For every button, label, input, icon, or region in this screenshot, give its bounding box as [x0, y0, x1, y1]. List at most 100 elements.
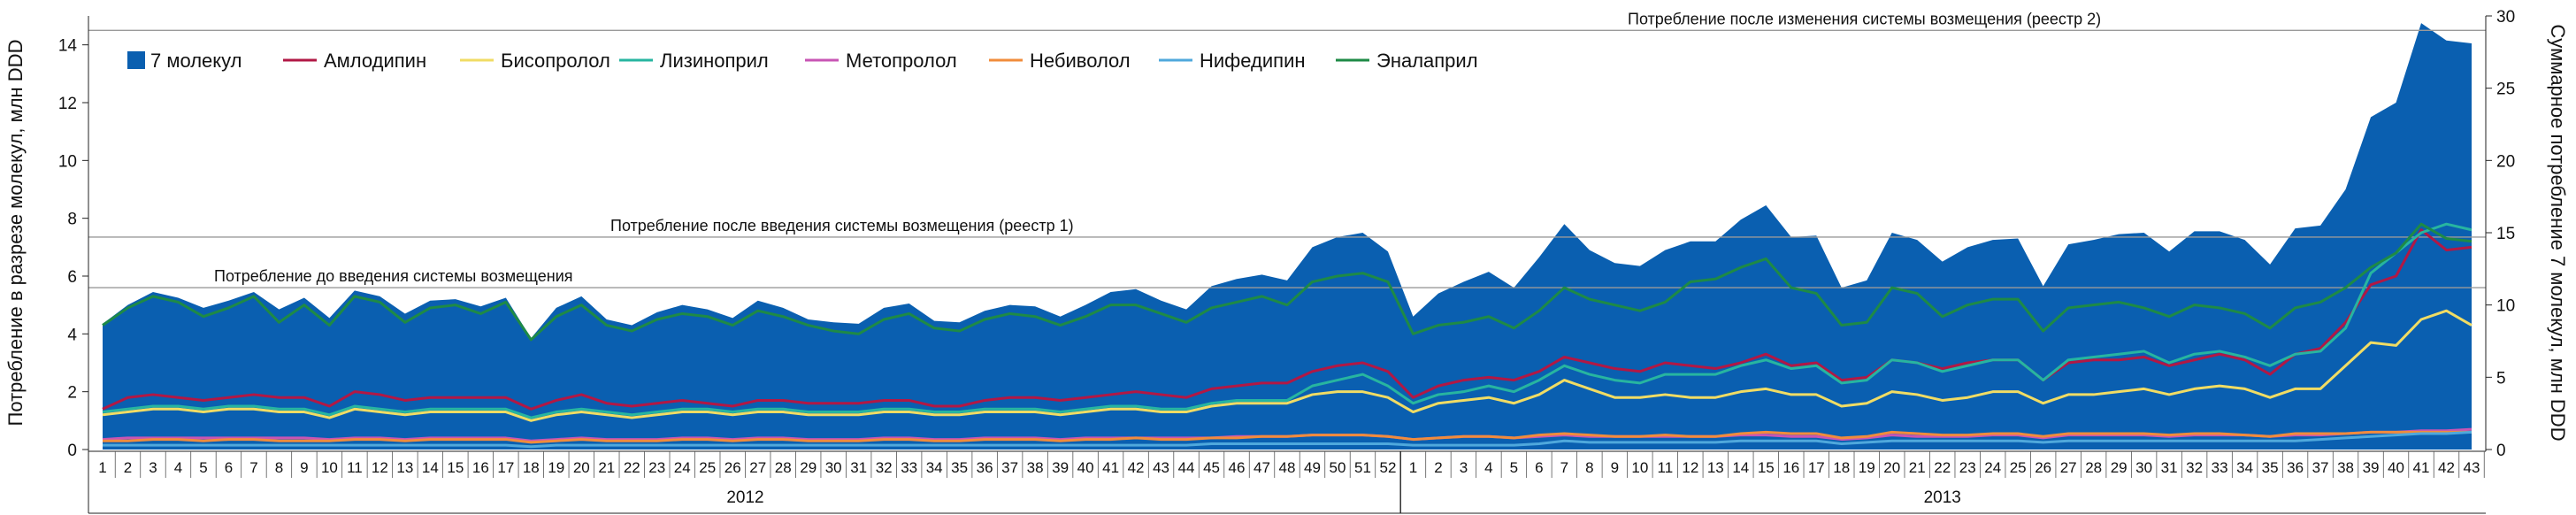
week-label: 25 — [699, 459, 716, 476]
week-label: 11 — [1658, 459, 1674, 476]
week-label: 20 — [1883, 459, 1900, 476]
week-label: 16 — [1782, 459, 1799, 476]
legend-label: Лизиноприл — [660, 50, 769, 72]
week-label: 24 — [674, 459, 691, 476]
left-tick-label: 6 — [67, 268, 77, 287]
week-label: 38 — [2337, 459, 2354, 476]
right-axis-title: Суммарное потребление 7 молекул, млн DDD — [2547, 24, 2569, 441]
week-label: 18 — [1833, 459, 1850, 476]
right-tick-label: 30 — [2496, 8, 2515, 27]
series-lines-layer — [102, 222, 2472, 449]
week-label: 40 — [2388, 459, 2404, 476]
left-axis-title: Потребление в разрезе молекул, млн DDD — [4, 40, 27, 427]
week-label: 48 — [1279, 459, 1296, 476]
week-label: 26 — [2035, 459, 2051, 476]
week-label: 15 — [447, 459, 464, 476]
week-label: 18 — [523, 459, 540, 476]
series-line-Бисопролол — [102, 309, 2472, 422]
week-label: 3 — [149, 459, 157, 476]
week-label: 35 — [951, 459, 968, 476]
reference-line-label: Потребление после введения системы возме… — [610, 217, 1074, 234]
week-label: 28 — [775, 459, 792, 476]
week-label: 16 — [472, 459, 489, 476]
week-label: 7 — [1560, 459, 1568, 476]
week-label: 42 — [2438, 459, 2455, 476]
left-tick-label: 12 — [58, 95, 77, 113]
week-label: 4 — [1484, 459, 1492, 476]
legend-label: Амлодипин — [324, 50, 426, 72]
week-label: 30 — [825, 459, 842, 476]
week-label: 33 — [2212, 459, 2228, 476]
week-label: 27 — [2060, 459, 2077, 476]
week-label: 36 — [977, 459, 993, 476]
reference-line-label: Потребление до введения системы возмещен… — [214, 267, 573, 285]
week-label: 50 — [1330, 459, 1346, 476]
right-tick-label: 15 — [2496, 225, 2515, 243]
week-label: 17 — [1808, 459, 1825, 476]
week-label: 33 — [901, 459, 917, 476]
week-label: 23 — [1959, 459, 1976, 476]
week-label: 35 — [2262, 459, 2279, 476]
week-label: 27 — [749, 459, 766, 476]
left-tick-label: 14 — [58, 37, 78, 56]
week-label: 8 — [1585, 459, 1593, 476]
week-label: 17 — [497, 459, 514, 476]
reference-lines-layer: Потребление до введения системы возмещен… — [88, 10, 2486, 288]
week-label: 43 — [1153, 459, 1169, 476]
week-label: 9 — [300, 459, 308, 476]
week-label: 34 — [926, 459, 943, 476]
week-label: 45 — [1203, 459, 1220, 476]
week-label: 32 — [876, 459, 893, 476]
week-label: 1 — [1409, 459, 1417, 476]
right-tick-label: 0 — [2496, 442, 2506, 460]
week-label: 43 — [2464, 459, 2480, 476]
week-label: 28 — [2085, 459, 2102, 476]
left-tick-label: 0 — [67, 442, 77, 460]
week-label: 12 — [372, 459, 388, 476]
week-label: 42 — [1128, 459, 1145, 476]
legend-label: Нифедипин — [1200, 50, 1306, 72]
legend-label: Небиволол — [1030, 50, 1131, 72]
series-line-Нифедипин — [103, 430, 2472, 449]
right-tick-label: 25 — [2496, 81, 2515, 99]
week-label: 24 — [1984, 459, 2001, 476]
week-label: 7 — [249, 459, 257, 476]
week-label: 49 — [1304, 459, 1321, 476]
legend-label: Эналаприл — [1376, 50, 1478, 72]
week-label: 10 — [1631, 459, 1648, 476]
week-label: 46 — [1229, 459, 1246, 476]
week-label: 3 — [1460, 459, 1468, 476]
week-label: 37 — [2312, 459, 2329, 476]
week-label: 21 — [1909, 459, 1926, 476]
week-label: 31 — [2161, 459, 2178, 476]
week-label: 8 — [275, 459, 283, 476]
week-label: 6 — [1535, 459, 1543, 476]
week-label: 39 — [1052, 459, 1069, 476]
week-label: 26 — [724, 459, 741, 476]
series-line-Амлодипин — [102, 228, 2472, 411]
week-label: 2 — [1434, 459, 1442, 476]
week-label: 6 — [225, 459, 233, 476]
week-label: 32 — [2186, 459, 2203, 476]
week-label: 22 — [624, 459, 640, 476]
year-label: 2013 — [1924, 488, 1961, 507]
week-label: 38 — [1027, 459, 1044, 476]
week-label: 19 — [1859, 459, 1875, 476]
week-label: 10 — [321, 459, 338, 476]
week-label: 30 — [2135, 459, 2152, 476]
week-label: 14 — [1732, 459, 1749, 476]
reference-line-label: Потребление после изменения системы возм… — [1628, 10, 2101, 27]
week-label: 22 — [1934, 459, 1951, 476]
right-tick-label: 5 — [2496, 369, 2506, 388]
week-label: 29 — [800, 459, 816, 476]
week-label: 41 — [1102, 459, 1119, 476]
week-label: 44 — [1178, 459, 1195, 476]
series-line-Небиволол — [103, 430, 2472, 444]
week-label: 25 — [2010, 459, 2027, 476]
series-line-Лизиноприл — [102, 222, 2472, 419]
area-series-7-molecules — [103, 23, 2472, 450]
week-label: 41 — [2413, 459, 2430, 476]
week-label: 47 — [1254, 459, 1270, 476]
